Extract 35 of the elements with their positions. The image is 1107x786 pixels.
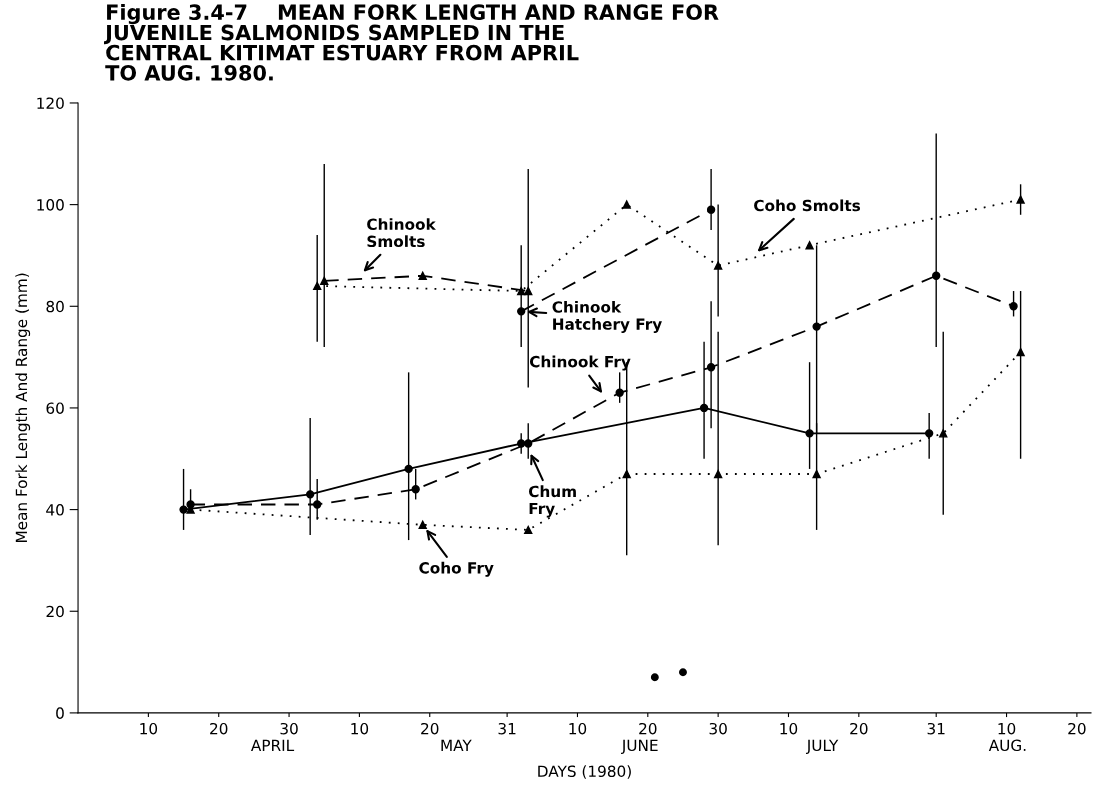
x-tick-label: 20	[850, 722, 868, 735]
y-tick-label: 120	[37, 97, 64, 109]
annotation: Chinook Hatchery Fry	[552, 300, 662, 333]
y-axis-title: Mean Fork Length And Range (mm)	[15, 273, 31, 543]
x-tick-label: 20	[210, 722, 228, 735]
x-tick-label: 31	[927, 722, 945, 735]
x-tick-label: 30	[709, 722, 727, 735]
annotation: Coho Fry	[419, 561, 494, 577]
x-tick-label: 31	[498, 722, 516, 735]
text: JULY	[805, 739, 839, 754]
x-tick-label: 30	[280, 722, 298, 735]
x-tick-label: 10	[780, 722, 798, 735]
annotation: Coho Smolts	[754, 199, 861, 212]
chart-title: Figure 3.4-7 MEAN FORK LENGTH AND RANGE FOR JUVENILE SALMONIDS SAMPLED IN THE CENTRAL KITIMAT ESTUARY FROM APRIL TO AUG. 1980.	[104, 3, 719, 81]
annotation: Chum Fry	[528, 485, 576, 518]
x-tick-label: 10	[569, 722, 587, 735]
x-tick-label: 20	[1068, 722, 1086, 735]
y-tick-label: 20	[46, 605, 64, 618]
y-tick-label: 40	[46, 504, 64, 516]
annotation: Chinook Fry	[529, 355, 631, 371]
x-tick-label: 10	[998, 722, 1016, 735]
y-tick-label: 0	[56, 707, 64, 719]
x-tick-label: 20	[639, 722, 657, 735]
x-axis-title: DAYS (1980)	[538, 765, 631, 779]
x-tick-label: 20	[421, 722, 439, 735]
text: APRIL	[250, 739, 295, 751]
text: JUNE	[621, 739, 658, 754]
text: AUG.	[988, 739, 1026, 752]
x-tick-label: 10	[140, 722, 158, 735]
x-tick-label: 10	[351, 722, 369, 735]
y-tick-label: 100	[37, 199, 64, 211]
annotation: Chinook Smolts	[367, 218, 436, 248]
text: MAY	[441, 739, 472, 751]
y-tick-label: 80	[46, 300, 64, 313]
y-tick-label: 60	[46, 402, 64, 414]
